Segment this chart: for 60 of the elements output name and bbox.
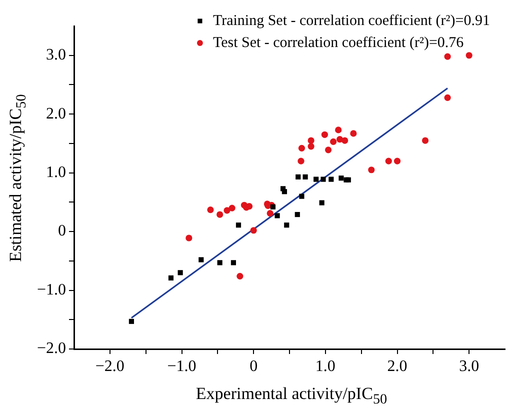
point xyxy=(319,200,324,206)
point xyxy=(308,143,314,150)
point xyxy=(368,166,375,174)
point xyxy=(217,260,222,266)
y-tick-label: −1.0 xyxy=(36,281,66,298)
point xyxy=(302,174,308,180)
point xyxy=(422,137,429,144)
point xyxy=(198,257,204,262)
point xyxy=(342,137,348,144)
point xyxy=(282,189,288,194)
point xyxy=(320,176,326,182)
x-tick-label: 1.0 xyxy=(315,358,336,375)
point xyxy=(330,138,337,145)
point xyxy=(168,275,174,280)
y-tick-label: 0 xyxy=(58,222,66,240)
point xyxy=(350,130,357,137)
point xyxy=(444,53,451,60)
x-tick-label: 3.0 xyxy=(459,358,480,375)
point xyxy=(207,206,214,214)
point xyxy=(466,52,472,59)
point xyxy=(216,211,224,218)
x-tick-label: 2.0 xyxy=(387,358,408,375)
point xyxy=(178,270,183,276)
point xyxy=(270,204,276,210)
point xyxy=(284,222,290,228)
point xyxy=(230,260,236,266)
point xyxy=(224,207,230,214)
point xyxy=(385,158,392,164)
point xyxy=(314,176,319,182)
point xyxy=(321,131,328,138)
point xyxy=(186,234,192,242)
point xyxy=(308,137,314,144)
y-tick-label: 3.0 xyxy=(46,46,66,64)
legend-label: Test Set - correlation coefficient (r²)=0.76 xyxy=(212,34,464,51)
point xyxy=(236,222,242,228)
y-tick-label: 2.0 xyxy=(46,105,66,122)
point xyxy=(128,318,134,324)
x-tick-label: −1.0 xyxy=(167,358,196,375)
point xyxy=(250,227,257,234)
point xyxy=(444,94,451,101)
point xyxy=(335,126,342,134)
point xyxy=(298,158,304,164)
x-tick-label: −2.0 xyxy=(95,358,124,375)
point xyxy=(298,144,306,152)
y-tick-label: 1.0 xyxy=(46,164,66,182)
legend-label: Training Set - correlation coefficient (r²)=0.91 xyxy=(212,12,490,29)
y-tick-label: −2.0 xyxy=(36,340,66,358)
point xyxy=(324,146,332,154)
x-axis-title: Experimental activity/pIC$_{50}$ xyxy=(194,384,388,408)
point xyxy=(394,158,401,164)
point xyxy=(299,194,304,199)
point xyxy=(296,174,301,180)
point xyxy=(274,213,280,218)
point xyxy=(328,176,334,182)
x-tick-label: 0 xyxy=(250,358,258,375)
point xyxy=(294,212,300,218)
point xyxy=(338,176,344,181)
point xyxy=(236,272,244,280)
point xyxy=(228,204,236,212)
point xyxy=(266,210,274,217)
